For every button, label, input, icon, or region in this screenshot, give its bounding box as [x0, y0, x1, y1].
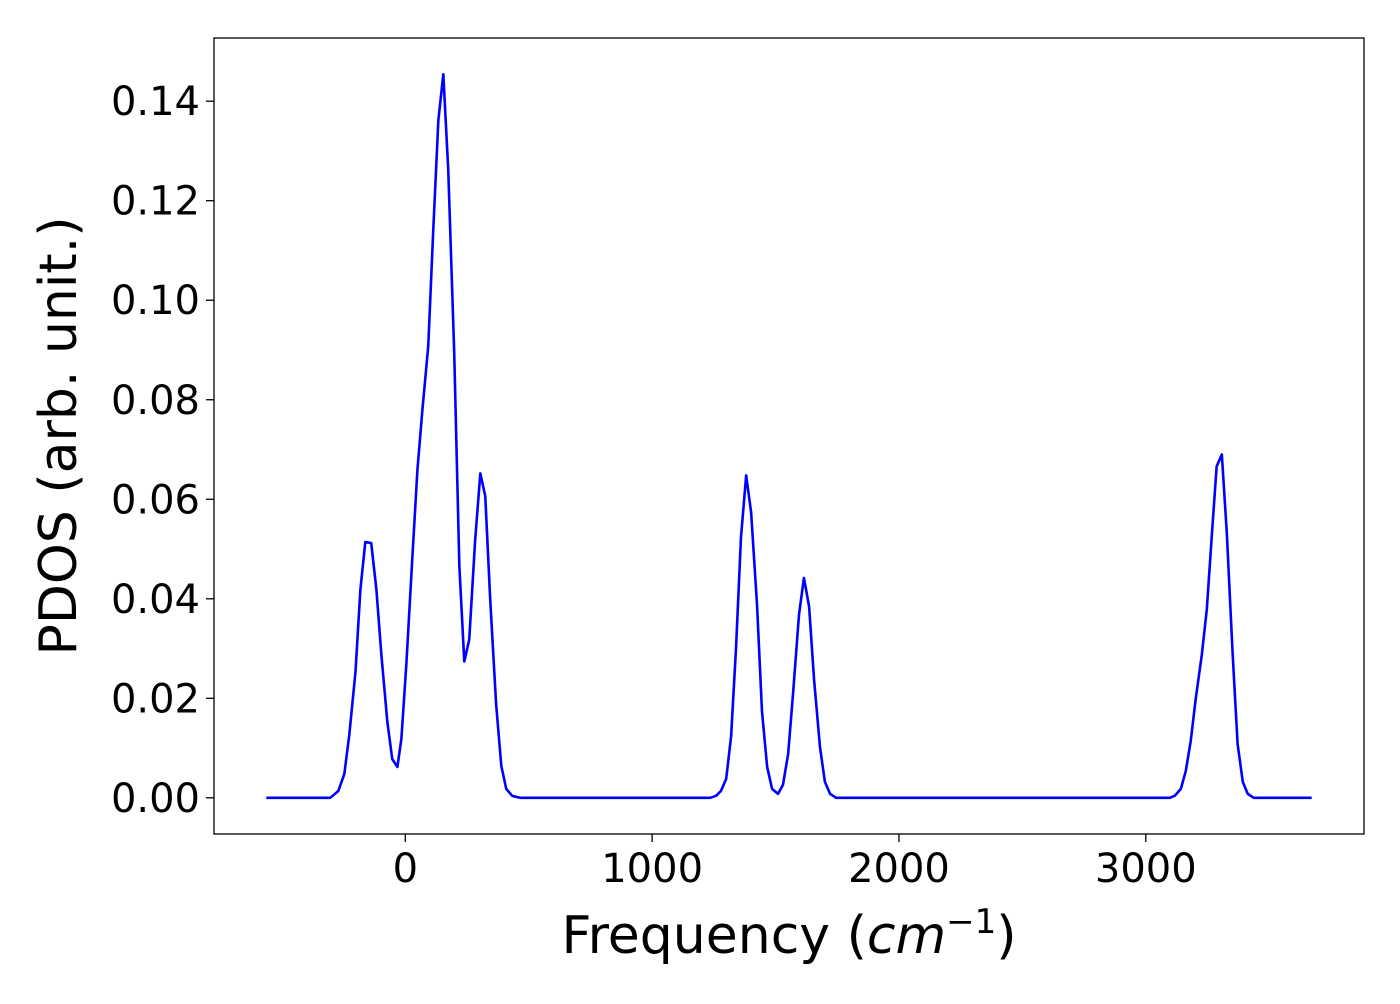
- y-tick-label: 0.14: [111, 79, 200, 125]
- y-axis-label: PDOS (arb. unit.): [29, 216, 89, 655]
- x-tick-label: 1000: [601, 846, 703, 892]
- x-axis-label: Frequency (cm−1): [561, 902, 1016, 966]
- y-tick-label: 0.12: [111, 179, 200, 225]
- x-label-exponent: −1: [946, 902, 996, 942]
- x-tick-label: 2000: [848, 846, 950, 892]
- y-tick-label: 0.08: [111, 378, 200, 424]
- plot-frame: [213, 37, 1365, 835]
- x-tick-label: 0: [393, 846, 418, 892]
- x-label-text: ): [996, 906, 1016, 966]
- y-tick-label: 0.02: [111, 676, 200, 722]
- y-tick-label: 0.06: [111, 477, 200, 523]
- y-tick-label: 0.04: [111, 577, 200, 623]
- y-tick-label: 0.00: [111, 776, 200, 822]
- x-label-text: Frequency (: [561, 906, 866, 966]
- x-tick-label: 3000: [1095, 846, 1197, 892]
- data-line: [266, 73, 1312, 800]
- y-tick-label: 0.10: [111, 278, 200, 324]
- x-label-unit: cm: [867, 906, 946, 966]
